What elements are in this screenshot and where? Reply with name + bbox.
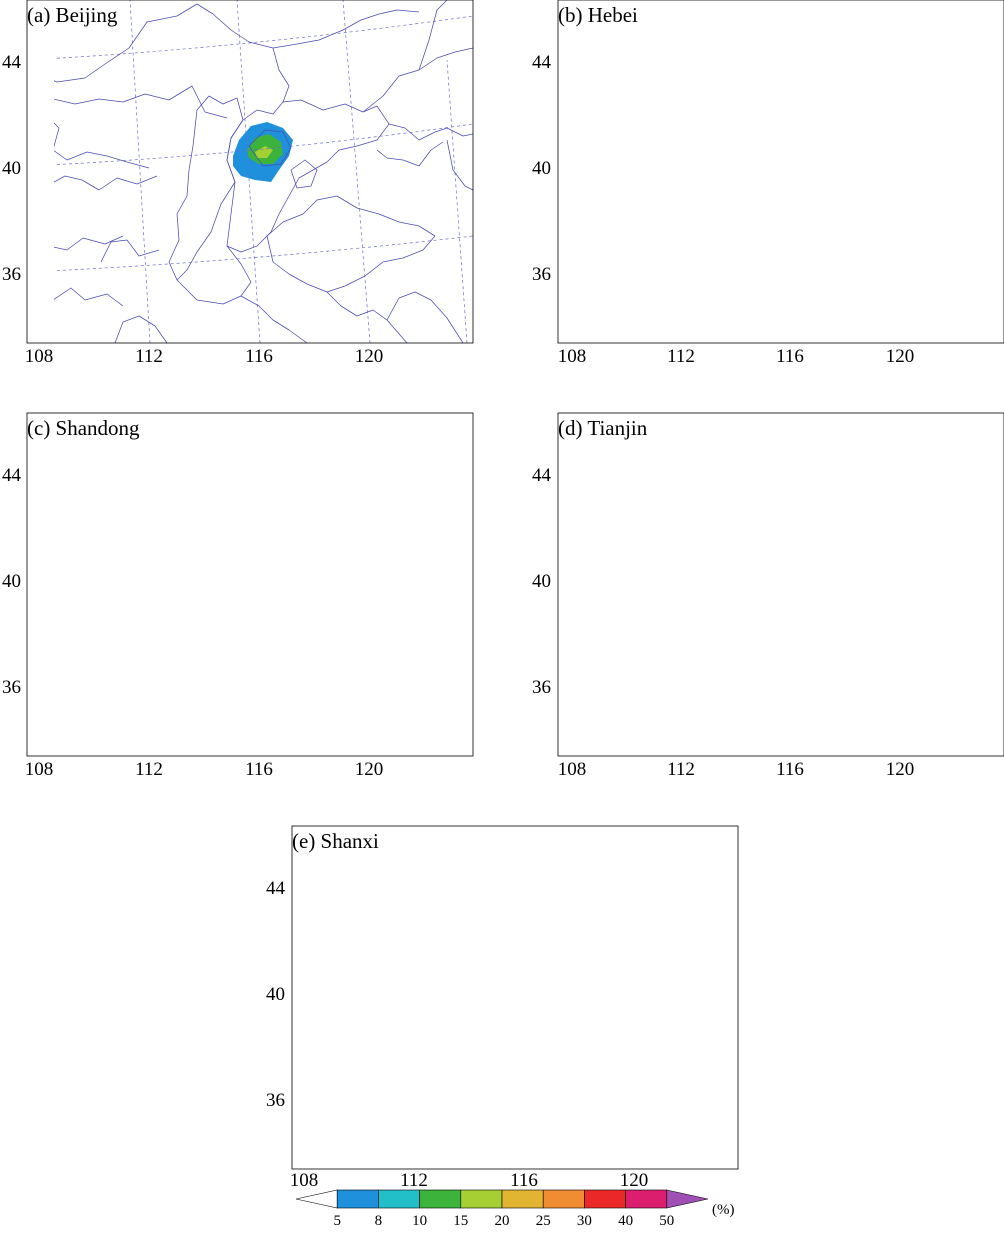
panel-d: (d) Tianjin 44 40 36 108 112 116 120 bbox=[532, 412, 1004, 780]
x-tick-label: 120 bbox=[886, 759, 915, 780]
x-tick-label: 112 bbox=[400, 1170, 428, 1191]
x-tick-label: 108 bbox=[290, 1170, 319, 1191]
colorbar-tick-label: 40 bbox=[618, 1213, 633, 1229]
colorbar-segment bbox=[501, 1189, 544, 1209]
panel-a: (a) Beijing 44 40 36 108 112 116 120 bbox=[2, 0, 474, 367]
colorbar-segment bbox=[625, 1189, 668, 1209]
panel-title: (c) Shandong bbox=[27, 416, 140, 440]
map-frame bbox=[557, 412, 1004, 757]
colorbar-segment bbox=[460, 1189, 503, 1209]
y-tick-label: 36 bbox=[2, 264, 21, 285]
x-tick-label: 116 bbox=[776, 759, 804, 780]
y-tick-label: 36 bbox=[266, 1090, 285, 1111]
x-tick-label: 120 bbox=[355, 759, 384, 780]
colorbar-segment bbox=[295, 1189, 338, 1209]
y-tick-label: 44 bbox=[532, 465, 552, 486]
y-tick-label: 44 bbox=[2, 465, 22, 486]
panel-c: (c) Shandong 44 40 36 108 112 116 120 bbox=[2, 412, 474, 780]
x-tick-label: 112 bbox=[667, 346, 695, 367]
y-tick-label: 40 bbox=[2, 571, 21, 592]
panel-title: (b) Hebei bbox=[558, 3, 638, 27]
panel-title: (a) Beijing bbox=[27, 3, 118, 27]
colorbar-tick-label: 50 bbox=[659, 1213, 674, 1229]
contour-fill bbox=[696, 2, 1000, 314]
x-tick-label: 120 bbox=[620, 1170, 649, 1191]
colorbar-segment bbox=[542, 1189, 585, 1209]
colorbar-tick-label: 20 bbox=[495, 1213, 510, 1229]
x-tick-label: 108 bbox=[558, 759, 587, 780]
x-tick-label: 116 bbox=[510, 1170, 538, 1191]
y-tick-label: 44 bbox=[266, 878, 286, 899]
colorbar-segment bbox=[666, 1189, 709, 1209]
y-tick-label: 44 bbox=[532, 52, 552, 73]
panel-e: (e) Shanxi 44 40 36 108 112 116 120 bbox=[266, 825, 739, 1191]
y-tick-label: 44 bbox=[2, 52, 22, 73]
x-tick-label: 112 bbox=[135, 759, 163, 780]
map-frame bbox=[26, 412, 474, 757]
panel-title: (d) Tianjin bbox=[558, 416, 648, 440]
colorbar-segment bbox=[419, 1189, 462, 1209]
contour-fill bbox=[802, 557, 838, 609]
colorbar-unit: (%) bbox=[712, 1202, 735, 1218]
y-tick-label: 40 bbox=[532, 158, 551, 179]
colorbar-tick-label: 10 bbox=[412, 1213, 427, 1229]
y-tick-label: 36 bbox=[532, 677, 551, 698]
map-frame bbox=[26, 0, 474, 344]
x-tick-label: 120 bbox=[355, 346, 384, 367]
colorbar-segment bbox=[584, 1189, 626, 1209]
x-tick-label: 108 bbox=[25, 346, 54, 367]
x-tick-label: 108 bbox=[558, 346, 587, 367]
map-frame bbox=[291, 825, 739, 1170]
colorbar-tick-label: 5 bbox=[333, 1213, 341, 1229]
x-tick-label: 112 bbox=[135, 346, 163, 367]
colorbar-segment bbox=[336, 1189, 379, 1209]
colorbar-tick-label: 30 bbox=[577, 1213, 592, 1229]
panel-title: (e) Shanxi bbox=[292, 829, 379, 853]
x-tick-label: 116 bbox=[245, 759, 273, 780]
y-tick-label: 36 bbox=[2, 677, 21, 698]
colorbar-tick-label: 8 bbox=[375, 1213, 383, 1229]
y-tick-label: 40 bbox=[2, 158, 21, 179]
x-tick-label: 116 bbox=[245, 346, 273, 367]
x-tick-label: 112 bbox=[667, 759, 695, 780]
x-tick-label: 108 bbox=[25, 759, 54, 780]
map-frame bbox=[557, 0, 1004, 344]
y-tick-label: 40 bbox=[266, 984, 285, 1005]
colorbar-tick-label: 25 bbox=[536, 1213, 551, 1229]
contour-fill bbox=[340, 896, 544, 1160]
colorbar-segment bbox=[378, 1189, 420, 1209]
panel-b: (b) Hebei 44 40 36 108 112 116 120 bbox=[532, 0, 1004, 367]
colorbar-legend: 5 8 10 15 20 25 30 40 50 (%) bbox=[295, 1189, 735, 1229]
y-tick-label: 36 bbox=[532, 264, 551, 285]
contour-fill bbox=[233, 122, 293, 182]
contour-fill bbox=[175, 427, 473, 745]
colorbar-tick-label: 15 bbox=[453, 1213, 468, 1229]
x-tick-label: 120 bbox=[886, 346, 915, 367]
y-tick-label: 40 bbox=[532, 571, 551, 592]
x-tick-label: 116 bbox=[776, 346, 804, 367]
